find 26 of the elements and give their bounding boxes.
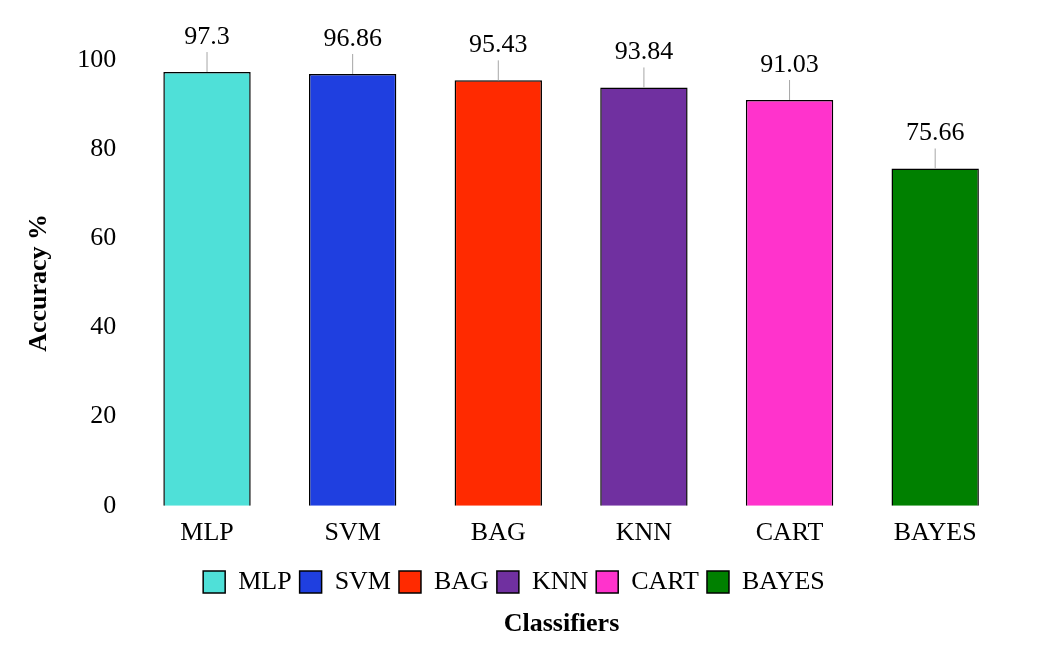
- legend-label: BAYES: [741, 565, 825, 595]
- x-tick-label: BAYES: [893, 517, 977, 547]
- y-tick-label: 0: [103, 489, 117, 519]
- legend-label: KNN: [531, 565, 589, 595]
- x-tick-label: CART: [755, 517, 824, 547]
- legend-label: BAG: [433, 565, 489, 595]
- y-tick-label: 60: [90, 222, 117, 252]
- legend-label: CART: [631, 565, 700, 595]
- x-axis-title: Classifiers: [502, 607, 621, 639]
- y-tick-label: 40: [90, 311, 117, 341]
- data-label: 97.3: [184, 20, 230, 50]
- y-tick-label: 20: [90, 400, 117, 430]
- y-tick-label: 100: [77, 43, 117, 73]
- x-tick-label: KNN: [615, 517, 673, 547]
- y-tick-label: 80: [90, 132, 117, 162]
- data-label: 91.03: [760, 48, 819, 78]
- data-label: 95.43: [469, 29, 528, 59]
- data-label: 96.86: [323, 22, 382, 52]
- legend-label: MLP: [238, 565, 292, 595]
- y-axis-title: Accuracy %: [23, 213, 53, 352]
- x-tick-label: BAG: [470, 517, 526, 547]
- legend-label: SVM: [334, 565, 391, 595]
- data-label: 75.66: [905, 117, 965, 147]
- x-tick-label: SVM: [324, 517, 381, 547]
- x-tick-label: MLP: [180, 517, 234, 547]
- data-label: 93.84: [614, 36, 674, 66]
